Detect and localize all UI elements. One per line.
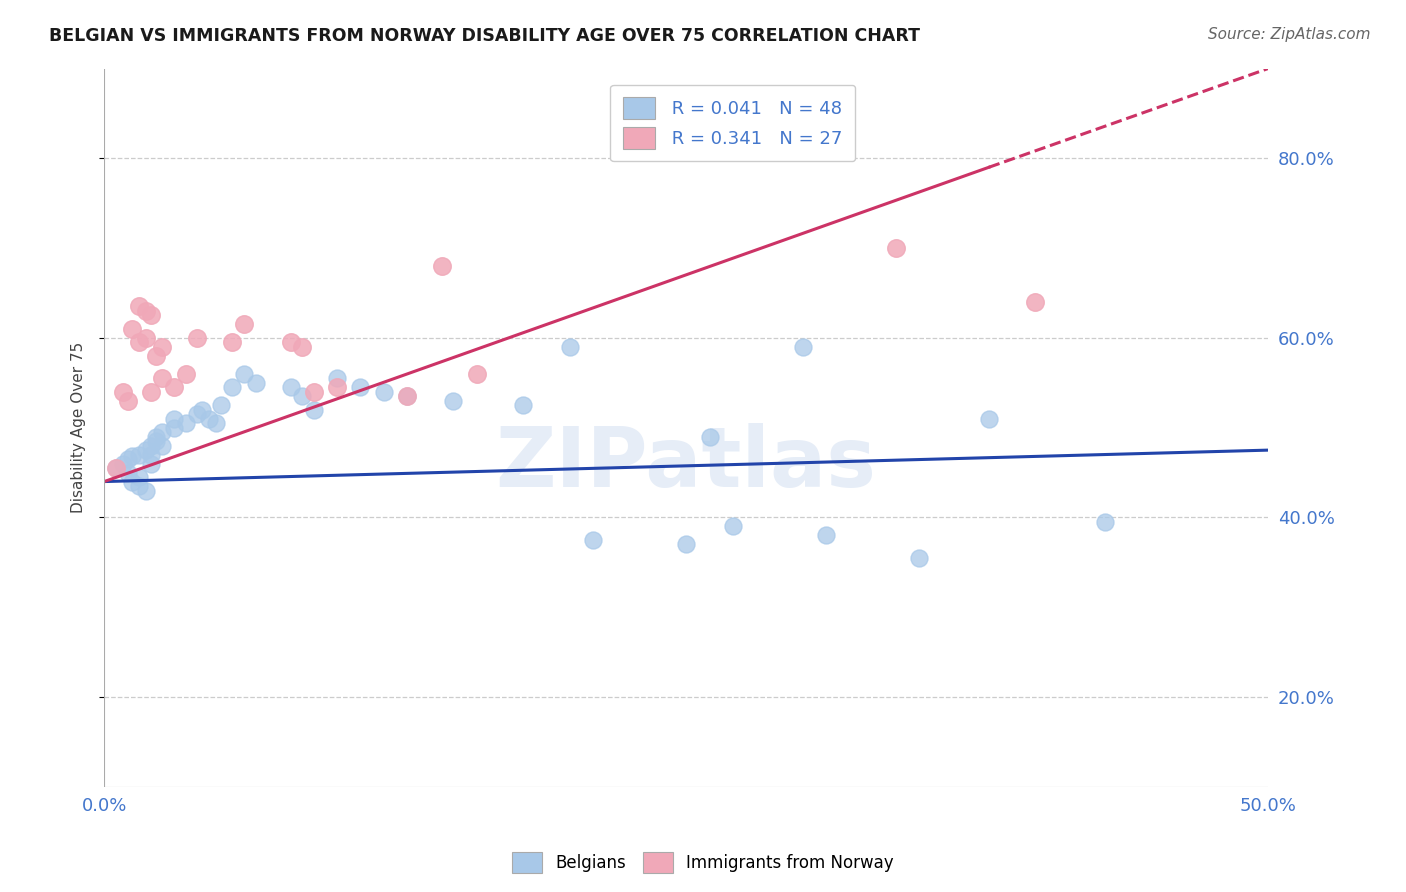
Point <box>721 519 744 533</box>
Point <box>128 479 150 493</box>
Y-axis label: Disability Age Over 75: Disability Age Over 75 <box>72 342 86 513</box>
Point <box>121 450 143 464</box>
Point <box>139 439 162 453</box>
Point <box>558 340 581 354</box>
Point <box>186 331 208 345</box>
Point <box>291 389 314 403</box>
Point <box>174 416 197 430</box>
Point <box>1094 515 1116 529</box>
Point <box>111 384 134 399</box>
Point <box>135 304 157 318</box>
Point <box>280 380 302 394</box>
Point <box>152 439 174 453</box>
Point <box>1024 295 1046 310</box>
Point <box>128 448 150 462</box>
Legend: Belgians, Immigrants from Norway: Belgians, Immigrants from Norway <box>506 846 900 880</box>
Point <box>163 420 186 434</box>
Point <box>233 367 256 381</box>
Point <box>908 550 931 565</box>
Point <box>145 434 167 449</box>
Point <box>198 411 221 425</box>
Point <box>139 457 162 471</box>
Point <box>117 466 139 480</box>
Point <box>443 393 465 408</box>
Point <box>128 470 150 484</box>
Point <box>326 380 349 394</box>
Point <box>152 371 174 385</box>
Point <box>430 259 453 273</box>
Point <box>128 335 150 350</box>
Point <box>291 340 314 354</box>
Point <box>145 430 167 444</box>
Text: ZIPatlas: ZIPatlas <box>496 423 877 504</box>
Point <box>512 398 534 412</box>
Point <box>152 340 174 354</box>
Point <box>139 384 162 399</box>
Point <box>395 389 418 403</box>
Point <box>135 331 157 345</box>
Point <box>145 349 167 363</box>
Point <box>349 380 371 394</box>
Point <box>373 384 395 399</box>
Point <box>186 407 208 421</box>
Point <box>582 533 605 547</box>
Point <box>326 371 349 385</box>
Point <box>104 461 127 475</box>
Point <box>209 398 232 412</box>
Point <box>233 318 256 332</box>
Point <box>139 448 162 462</box>
Point <box>221 335 243 350</box>
Legend:  R = 0.041   N = 48,  R = 0.341   N = 27: R = 0.041 N = 48, R = 0.341 N = 27 <box>610 85 855 161</box>
Point <box>191 402 214 417</box>
Point <box>121 475 143 489</box>
Point <box>117 393 139 408</box>
Point <box>139 309 162 323</box>
Point <box>135 443 157 458</box>
Point <box>121 322 143 336</box>
Point <box>814 528 837 542</box>
Point <box>465 367 488 381</box>
Point <box>395 389 418 403</box>
Point <box>884 241 907 255</box>
Point <box>163 380 186 394</box>
Point <box>111 457 134 471</box>
Point <box>174 367 197 381</box>
Point <box>302 402 325 417</box>
Point <box>205 416 228 430</box>
Point <box>675 537 697 551</box>
Point <box>135 483 157 498</box>
Point <box>977 411 1000 425</box>
Point <box>221 380 243 394</box>
Point <box>280 335 302 350</box>
Point <box>152 425 174 439</box>
Point <box>302 384 325 399</box>
Point <box>163 411 186 425</box>
Point <box>792 340 814 354</box>
Point <box>128 300 150 314</box>
Point <box>245 376 267 390</box>
Point <box>104 461 127 475</box>
Point <box>117 452 139 467</box>
Text: BELGIAN VS IMMIGRANTS FROM NORWAY DISABILITY AGE OVER 75 CORRELATION CHART: BELGIAN VS IMMIGRANTS FROM NORWAY DISABI… <box>49 27 920 45</box>
Point <box>699 430 721 444</box>
Text: Source: ZipAtlas.com: Source: ZipAtlas.com <box>1208 27 1371 42</box>
